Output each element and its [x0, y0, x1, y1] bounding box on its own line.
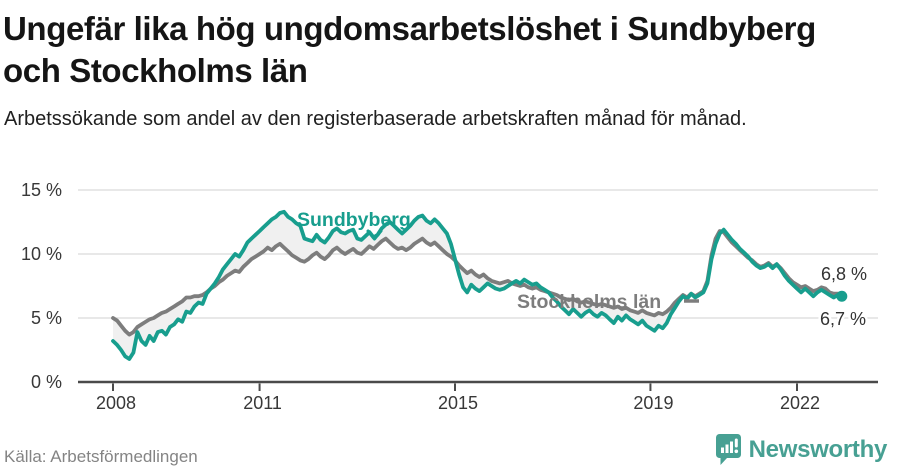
- series-gap-band: [113, 211, 842, 359]
- series-line-sundbyberg: [111, 209, 844, 361]
- series-label-sundbyberg: Sundbyberg: [297, 209, 411, 231]
- x-tick-label: 2011: [243, 393, 282, 413]
- y-tick-label: 0 %: [31, 372, 62, 392]
- newsworthy-logo: Newsworthy: [715, 433, 887, 466]
- sundbyberg-label-arrow-icon: [366, 229, 383, 241]
- series-end-dot: [836, 290, 848, 302]
- page-title: Ungefär lika hög ungdomsarbetslöshet i S…: [3, 10, 816, 89]
- end-value-label-stockholms-lan: 6,8 %: [821, 264, 867, 284]
- x-tick-label: 2008: [96, 393, 136, 413]
- y-tick-label: 15 %: [21, 180, 62, 200]
- chart-subtitle: Arbetssökande som andel av den registerb…: [4, 108, 747, 130]
- source-note: Källa: Arbetsförmedlingen: [4, 447, 198, 466]
- newsworthy-logo-text: Newsworthy: [748, 435, 888, 463]
- x-tick-label: 2015: [438, 393, 478, 413]
- chart-header: Ungefär lika hög ungdomsarbetslöshet i S…: [0, 0, 900, 133]
- series-label-stockholms-lan: Stockholms län: [517, 291, 661, 313]
- end-value-label-sundbyberg: 6,7 %: [820, 309, 866, 329]
- y-tick-label: 5 %: [31, 308, 62, 328]
- series-line-stockholms-lan: [111, 229, 844, 337]
- y-tick-label: 10 %: [21, 244, 62, 264]
- newsworthy-bubble-chart-icon: [715, 434, 741, 465]
- x-tick-label: 2022: [780, 393, 820, 413]
- x-tick-label: 2019: [633, 393, 673, 413]
